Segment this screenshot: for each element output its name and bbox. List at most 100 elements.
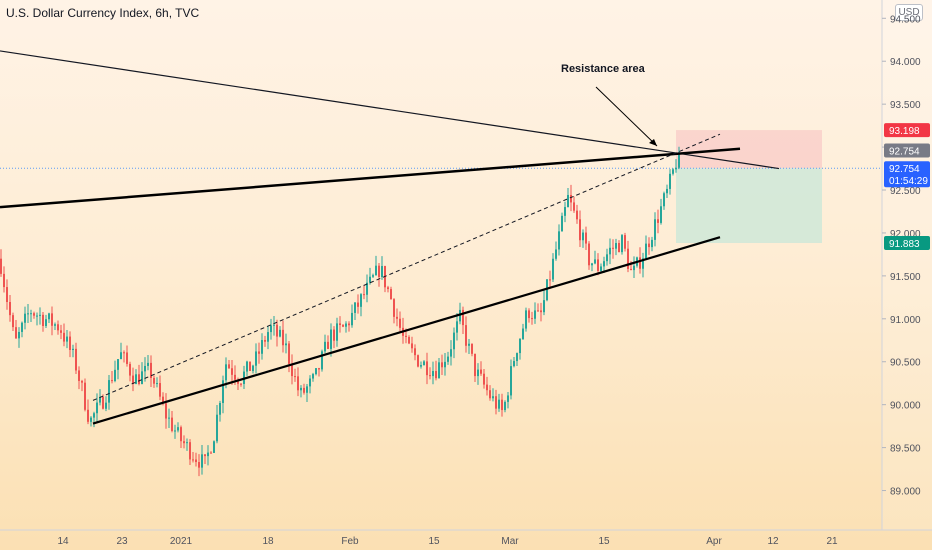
candle-body xyxy=(663,193,665,207)
candle-body xyxy=(219,403,221,415)
candle-body xyxy=(54,324,56,326)
candle-body xyxy=(159,383,161,397)
candle-body xyxy=(408,336,410,344)
candle-body xyxy=(564,207,566,216)
candle-body xyxy=(33,313,35,316)
candle-body xyxy=(192,459,194,461)
candle-body xyxy=(141,371,143,384)
x-tick-label: Feb xyxy=(341,536,359,547)
candle-body xyxy=(360,294,362,307)
candle-body xyxy=(624,235,626,249)
candle-body xyxy=(432,371,434,377)
trendline-descending-resistance xyxy=(0,50,780,170)
candle-body xyxy=(435,371,437,379)
candle-body xyxy=(246,361,248,372)
x-tick-label: 15 xyxy=(598,536,610,547)
candle-body xyxy=(132,375,134,384)
trendline-lower-channel-support xyxy=(92,236,721,425)
candle-body xyxy=(657,219,659,223)
candle-body xyxy=(90,417,92,422)
candle-body xyxy=(660,206,662,223)
y-tick-label: 90.000 xyxy=(890,401,921,412)
currency-badge[interactable]: USD xyxy=(895,4,923,21)
candle-body xyxy=(528,310,530,319)
candle-body xyxy=(240,383,242,385)
candle-body xyxy=(348,323,350,326)
candle-body xyxy=(642,258,644,269)
candle-body xyxy=(138,374,140,384)
candle-body xyxy=(507,395,509,402)
candle-body xyxy=(51,313,53,326)
candle-body xyxy=(471,343,473,354)
candle-body xyxy=(228,364,230,369)
candle-body xyxy=(270,325,272,333)
last-close-tag xyxy=(884,143,930,158)
candle-body xyxy=(633,265,635,271)
candle-body xyxy=(177,427,179,431)
candle-body xyxy=(78,370,80,381)
candle-body xyxy=(168,417,170,419)
candle-body xyxy=(600,266,602,271)
candle-body xyxy=(102,396,104,409)
candle-body xyxy=(144,365,146,372)
candle-body xyxy=(648,243,650,248)
x-tick-label: 23 xyxy=(116,536,128,547)
candle-body xyxy=(162,396,164,404)
x-tick-label: 12 xyxy=(767,536,779,547)
candle-body xyxy=(372,275,374,277)
candle-body xyxy=(150,362,152,378)
candle-body xyxy=(42,314,44,327)
candle-body xyxy=(84,382,86,410)
candle-body xyxy=(582,232,584,241)
candle-body xyxy=(96,402,98,414)
candle-body xyxy=(282,329,284,346)
candle-body xyxy=(549,279,551,281)
candle-body xyxy=(135,374,137,384)
candle-body xyxy=(237,379,239,384)
candle-body xyxy=(279,329,281,337)
x-tick-label: 15 xyxy=(428,536,440,547)
candle-body xyxy=(318,368,320,370)
candle-body xyxy=(399,318,401,328)
candle-body xyxy=(300,387,302,391)
candle-body xyxy=(426,361,428,376)
candle-body xyxy=(483,373,485,385)
candle-body xyxy=(585,232,587,244)
candle-body xyxy=(351,312,353,326)
candle-body xyxy=(60,330,62,333)
candle-body xyxy=(510,366,512,396)
candle-body xyxy=(597,259,599,271)
candle-body xyxy=(450,349,452,357)
candle-body xyxy=(153,377,155,384)
candle-body xyxy=(486,384,488,391)
y-tick-label: 89.000 xyxy=(890,487,921,498)
candle-body xyxy=(249,361,251,371)
stop-price-tag xyxy=(884,123,930,138)
candle-body xyxy=(405,335,407,337)
y-tick-label: 93.500 xyxy=(890,100,921,111)
candle-body xyxy=(603,261,605,267)
price-axis[interactable]: 94.50094.00093.50093.00092.50092.00091.5… xyxy=(881,0,932,530)
candle-body xyxy=(207,452,209,457)
candle-body xyxy=(57,324,59,331)
candle-body xyxy=(570,194,572,203)
candle-body xyxy=(117,359,119,370)
trendlines[interactable] xyxy=(0,50,780,425)
candle-body xyxy=(36,315,38,317)
time-axis[interactable]: 14 23 2021 18 Feb 15 Mar 15 Apr 12 21 xyxy=(0,529,932,547)
arrowhead-icon xyxy=(649,139,657,146)
candle-body xyxy=(354,302,356,313)
candle-body xyxy=(174,430,176,432)
candle-body xyxy=(531,318,533,320)
candle-body xyxy=(339,323,341,326)
candle-body xyxy=(66,336,68,342)
candle-body xyxy=(447,356,449,362)
candle-body xyxy=(561,215,563,232)
candle-body xyxy=(363,294,365,296)
y-tick-label: 91.000 xyxy=(890,315,921,326)
candle-body xyxy=(369,276,371,283)
candle-body xyxy=(195,459,197,463)
candle-body xyxy=(429,375,431,377)
candle-body xyxy=(645,243,647,259)
